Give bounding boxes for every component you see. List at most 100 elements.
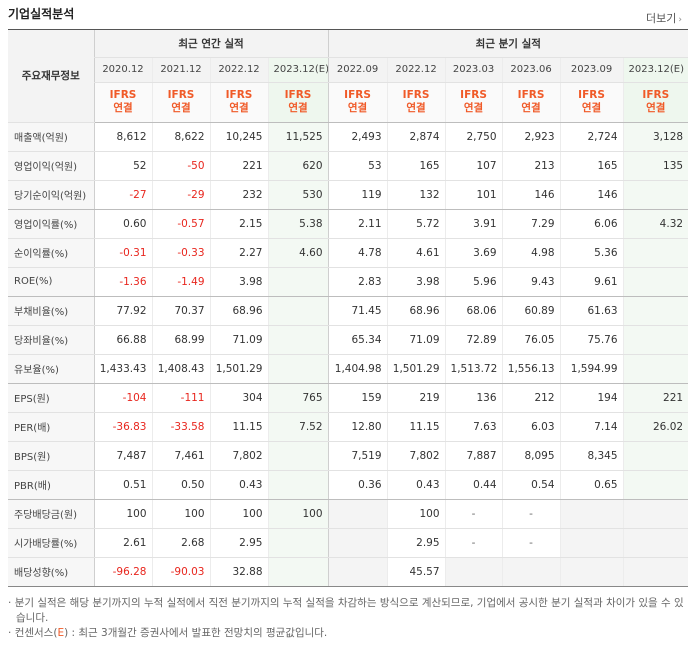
table-cell: 72.89 xyxy=(444,325,503,355)
table-row: ROE(%) -1.36 -1.49 3.98 2.83 3.98 5.96 9.43 9.61 xyxy=(8,267,689,297)
table-cell: 66.88 xyxy=(93,325,152,355)
table-cell: 2,493 xyxy=(327,122,388,152)
table-row: 매출액(억원) 8,612 8,622 10,245 11,525 2,493 2,874 2… xyxy=(8,122,689,152)
table-cell: 5.72 xyxy=(386,209,446,239)
period-header: 2023.06 xyxy=(501,57,561,83)
table-cell: 2,750 xyxy=(444,122,503,152)
table-cell: 68.96 xyxy=(386,296,446,326)
table-cell: 6.06 xyxy=(559,209,624,239)
table-cell: 165 xyxy=(559,151,624,181)
row-label: BPS(원) xyxy=(8,441,94,471)
table-cell: 4.98 xyxy=(501,238,561,268)
table-cell xyxy=(622,325,689,355)
table-cell: 7,802 xyxy=(209,441,268,471)
table-cell: 26.02 xyxy=(622,412,689,442)
row-label: 영업이익률(%) xyxy=(8,209,94,239)
table-cell: -33.58 xyxy=(151,412,210,442)
table-cell: 5.36 xyxy=(559,238,624,268)
consolidation-type: 연결 xyxy=(113,102,133,114)
table-cell: 2.11 xyxy=(327,209,388,239)
table-row: 영업이익률(%) 0.60 -0.57 2.15 5.38 2.11 5.72 3.91 7.2… xyxy=(8,209,689,239)
row-label: 배당성향(%) xyxy=(8,557,94,587)
table-cell: 0.54 xyxy=(501,470,561,500)
table-cell: 232 xyxy=(209,180,268,210)
table-cell: 1,501.29 xyxy=(209,354,268,384)
table-cell xyxy=(267,296,329,326)
more-link[interactable]: 더보기 › xyxy=(646,10,682,26)
ifrs-label: IFRS 연결 xyxy=(559,82,624,123)
table-cell xyxy=(559,499,624,529)
table-cell xyxy=(622,354,689,384)
table-cell: -36.83 xyxy=(93,412,152,442)
ifrs-label: IFRS 연결 xyxy=(444,82,503,123)
table-cell: 3.69 xyxy=(444,238,503,268)
table-cell: 219 xyxy=(386,383,446,413)
table-cell: 100 xyxy=(93,499,152,529)
table-cell: -1.36 xyxy=(93,267,152,297)
footnote-consensus: · 컨센서스(E) : 최근 3개월간 증권사에서 발표한 전망치의 평균값입니… xyxy=(8,627,328,639)
table-cell: 7.63 xyxy=(444,412,503,442)
period-header: 2020.12 xyxy=(93,57,152,83)
table-cell: -96.28 xyxy=(93,557,152,587)
ifrs-label: IFRS 연결 xyxy=(151,82,210,123)
table-cell: 9.43 xyxy=(501,267,561,297)
row-header-label: 주요재무정보 xyxy=(8,30,94,123)
consolidation-type: 연결 xyxy=(463,102,484,114)
table-cell xyxy=(267,557,329,587)
ifrs-standard: IFRS xyxy=(344,89,371,101)
table-row: 순이익률(%) -0.31 -0.33 2.27 4.60 4.78 4.61 3.69 4.9… xyxy=(8,238,689,268)
table-cell: 0.65 xyxy=(559,470,624,500)
table-cell: -1.49 xyxy=(151,267,210,297)
table-cell: 70.37 xyxy=(151,296,210,326)
table-cell xyxy=(327,528,388,558)
table-cell: 304 xyxy=(209,383,268,413)
table-cell: 53 xyxy=(327,151,388,181)
table-cell xyxy=(267,325,329,355)
table-cell: 45.57 xyxy=(386,557,446,587)
ifrs-label: IFRS 연결 xyxy=(327,82,388,123)
row-label: 부채비율(%) xyxy=(8,296,94,326)
ifrs-standard: IFRS xyxy=(284,89,312,101)
ifrs-standard: IFRS xyxy=(402,89,430,101)
table-cell: 213 xyxy=(501,151,561,181)
table-cell: 2,874 xyxy=(386,122,446,152)
table-cell: 9.61 xyxy=(559,267,624,297)
table-cell: 71.45 xyxy=(327,296,388,326)
table-cell: - xyxy=(444,528,503,558)
table-cell: 68.99 xyxy=(151,325,210,355)
table-cell: -0.31 xyxy=(93,238,152,268)
table-cell: 68.06 xyxy=(444,296,503,326)
period-header: 2021.12 xyxy=(151,57,210,83)
table-cell: 76.05 xyxy=(501,325,561,355)
table-cell xyxy=(622,557,689,587)
consolidation-type: 연결 xyxy=(521,102,541,114)
table-cell: 530 xyxy=(267,180,329,210)
table-cell: 100 xyxy=(267,499,329,529)
table-row: 당기순이익(억원) -27 -29 232 530 119 132 101 146 146 xyxy=(8,180,689,210)
table-cell: 71.09 xyxy=(209,325,268,355)
consolidation-type: 연결 xyxy=(646,102,666,114)
table-row: 부채비율(%) 77.92 70.37 68.96 71.45 68.96 68.06 60.… xyxy=(8,296,689,326)
table-cell: 7,887 xyxy=(444,441,503,471)
row-label: PBR(배) xyxy=(8,470,94,500)
table-cell: 0.44 xyxy=(444,470,503,500)
table-cell: 194 xyxy=(559,383,624,413)
table-cell: 71.09 xyxy=(386,325,446,355)
table-cell xyxy=(327,499,388,529)
period-header: 2022.12 xyxy=(209,57,268,83)
ifrs-label: IFRS 연결 xyxy=(622,82,689,123)
ifrs-label: IFRS 연결 xyxy=(386,82,446,123)
table-cell: 3,128 xyxy=(622,122,689,152)
table-cell: 221 xyxy=(622,383,689,413)
section-title: 기업실적분석 xyxy=(8,7,75,21)
table-cell: -104 xyxy=(93,383,152,413)
section-header: 기업실적분석 더보기 › xyxy=(8,0,688,30)
table-cell xyxy=(559,528,624,558)
table-cell: 65.34 xyxy=(327,325,388,355)
table-cell xyxy=(267,354,329,384)
table-cell: 7,461 xyxy=(151,441,210,471)
table-row: EPS(원) -104 -111 304 765 159 219 136 212 194 221 xyxy=(8,383,689,413)
table-row: PBR(배) 0.51 0.50 0.43 0.36 0.43 0.44 0.54 0.65 xyxy=(8,470,689,500)
table-cell: - xyxy=(501,499,561,529)
table-cell xyxy=(501,557,561,587)
